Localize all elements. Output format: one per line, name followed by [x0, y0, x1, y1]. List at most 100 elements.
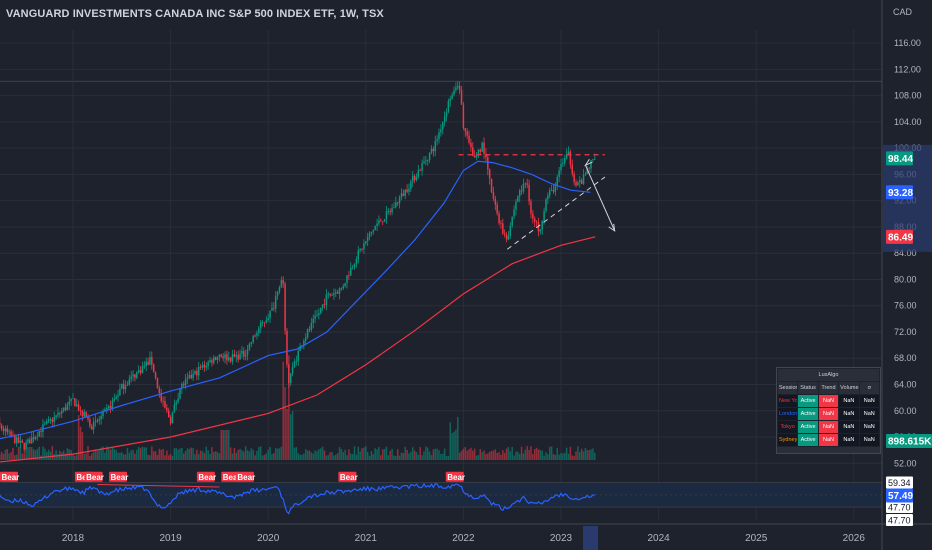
candle-body — [167, 410, 170, 418]
volume-bar — [475, 455, 478, 460]
volume-bar — [366, 451, 369, 460]
candle-body — [201, 364, 204, 368]
candle-body — [312, 318, 314, 323]
candle-body — [552, 189, 555, 192]
volume-bar — [464, 446, 467, 460]
volume-bar — [513, 455, 515, 460]
bear-label-badge — [84, 471, 103, 482]
candle-body — [577, 181, 579, 186]
candle-body — [547, 195, 549, 200]
volume-bar — [0, 454, 1, 460]
x-tick-label: 2025 — [745, 533, 768, 544]
volume-bar — [376, 449, 378, 460]
candle-body — [342, 286, 345, 289]
volume-bar — [498, 452, 500, 460]
candle-body — [333, 293, 335, 296]
candle-body — [535, 221, 538, 223]
candle-body — [0, 425, 3, 429]
candle-body — [543, 211, 545, 221]
volume-bar — [391, 448, 393, 460]
candle-body — [190, 374, 192, 379]
candle-body — [182, 383, 185, 386]
volume-bar — [460, 450, 463, 460]
bear-label-text: Bear — [2, 473, 20, 482]
volume-bar — [417, 454, 420, 460]
volume-bar — [306, 450, 309, 460]
candle-body — [582, 174, 585, 184]
osc-axis-label: 47.70 — [888, 516, 911, 526]
candle-body — [406, 189, 408, 192]
volume-bar — [122, 454, 125, 460]
candle-body — [207, 362, 209, 366]
candle-body — [171, 412, 174, 424]
candle-body — [233, 354, 236, 357]
volume-bar — [156, 455, 159, 460]
volume-bar — [0, 451, 3, 460]
volume-bar — [25, 453, 27, 460]
volume-bar — [226, 430, 228, 460]
volume-bar — [577, 446, 579, 460]
candle-body — [329, 293, 331, 296]
volume-bar — [154, 451, 157, 460]
candle-body — [436, 139, 438, 141]
candle-body — [346, 275, 348, 283]
volume-bar — [282, 361, 284, 460]
candle-body — [359, 248, 361, 251]
candle-body — [477, 149, 480, 156]
volume-bar — [269, 446, 271, 460]
bear-label-badge — [0, 471, 18, 482]
candle-body — [51, 419, 54, 422]
candle-body — [483, 142, 485, 154]
candle-body — [124, 385, 127, 390]
candle-body — [297, 350, 299, 362]
candle-body — [100, 416, 102, 420]
volume-bar — [494, 449, 497, 460]
volume-bar — [124, 454, 127, 460]
volume-bar — [323, 450, 326, 460]
volume-bar — [132, 450, 134, 460]
volume-bar — [49, 451, 52, 460]
volume-bar — [381, 449, 384, 460]
volume-bar — [278, 448, 281, 460]
rsi-value-text: 57.49 — [888, 491, 913, 502]
volume-bar — [357, 446, 360, 460]
sigma-cell: NaN — [858, 394, 881, 408]
candle-body — [74, 398, 76, 407]
volume-bar — [473, 448, 476, 460]
candle-body — [545, 199, 547, 212]
volume-bar — [76, 454, 78, 460]
candle-body — [70, 398, 72, 402]
volume-bar — [500, 454, 502, 460]
candle-body — [278, 287, 281, 292]
volume-bar — [560, 453, 562, 460]
volume-bar — [213, 452, 215, 460]
candle-body — [92, 421, 95, 430]
volume-bar — [36, 448, 39, 460]
volume-bar — [304, 449, 307, 460]
candle-body — [23, 442, 25, 450]
candle-body — [530, 201, 532, 214]
candle-body — [579, 180, 581, 182]
candle-body — [295, 361, 298, 362]
candle-body — [400, 193, 403, 198]
volume-bar — [203, 453, 206, 460]
candle-body — [85, 412, 87, 418]
volume-bar — [492, 450, 495, 460]
volume-bar — [134, 453, 136, 460]
volume-bar — [586, 450, 589, 460]
volume-bar — [440, 453, 442, 460]
bear-label-text: Bear — [223, 473, 241, 482]
candle-body — [335, 292, 337, 294]
volume-bar — [15, 454, 18, 460]
volume-bar — [121, 452, 123, 460]
volume-bar — [547, 454, 549, 460]
candle-body — [466, 131, 468, 136]
candle-body — [592, 159, 594, 161]
volume-bar — [220, 430, 223, 460]
volume-bar — [592, 448, 594, 460]
candle-body — [428, 152, 431, 161]
volume-bar — [301, 454, 303, 460]
candle-body — [468, 135, 470, 143]
volume-bar — [318, 449, 320, 460]
